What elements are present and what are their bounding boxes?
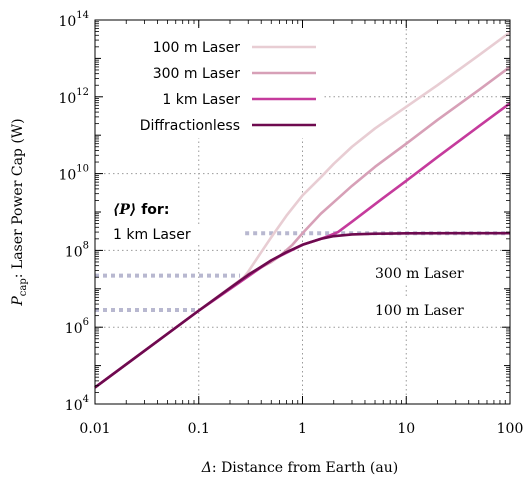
legend-label: 100 m Laser	[153, 40, 241, 56]
legend-box	[100, 26, 322, 138]
y-axis-symbol: P	[10, 296, 26, 307]
x-tick-label: 10	[397, 421, 415, 437]
reference-lines	[95, 231, 510, 313]
y-tick-label: 1012	[58, 87, 89, 107]
annotation-heading-symbol: ⟨P⟩	[113, 202, 136, 218]
series-lines	[94, 31, 511, 389]
x-axis-text: : Distance from Earth (au)	[212, 460, 398, 476]
y-tick-label: 1014	[58, 10, 89, 30]
ref-label-1km: 1 km Laser	[113, 227, 191, 243]
x-tick-label: 0.01	[79, 421, 110, 437]
y-axis-title: Pcap: Laser Power Cap (W)	[10, 118, 29, 306]
ref-label-300m: 300 m Laser	[375, 266, 464, 282]
ref-label-300m-background	[369, 262, 497, 284]
legend-label: Diffractionless	[140, 118, 240, 134]
y-axis-subscript: cap	[18, 278, 29, 296]
ref-label-1km-background	[108, 224, 228, 244]
legend-label: 300 m Laser	[153, 66, 241, 82]
x-tick-label: 0.1	[188, 421, 210, 437]
series-line	[94, 231, 510, 389]
x-tick-label: 1	[298, 421, 307, 437]
x-tick-label: 100	[497, 421, 524, 437]
y-tick-label: 1010	[58, 164, 89, 184]
y-tick-label: 106	[65, 317, 89, 337]
ref-label-100m-background	[369, 299, 497, 321]
legend: 100 m Laser 300 m Laser 1 km Laser Diffract…	[140, 40, 316, 134]
ticks: 0.01 0.1 1 10 100 104 106 108 1010 1012 1014	[58, 10, 523, 437]
legend-background	[100, 26, 322, 138]
legend-label: 1 km Laser	[162, 92, 240, 108]
x-axis-title: Δ: Distance from Earth (au)	[201, 460, 398, 476]
y-axis-text: : Laser Power Cap (W)	[10, 118, 26, 278]
y-tick-label: 108	[65, 240, 89, 260]
annotation-heading: ⟨P⟩ for:	[113, 202, 169, 218]
ref-label-100m: 100 m Laser	[375, 303, 464, 319]
annotation-heading-text: for:	[136, 202, 169, 218]
y-tick-label: 104	[65, 394, 89, 414]
x-axis-symbol: Δ	[201, 460, 212, 476]
